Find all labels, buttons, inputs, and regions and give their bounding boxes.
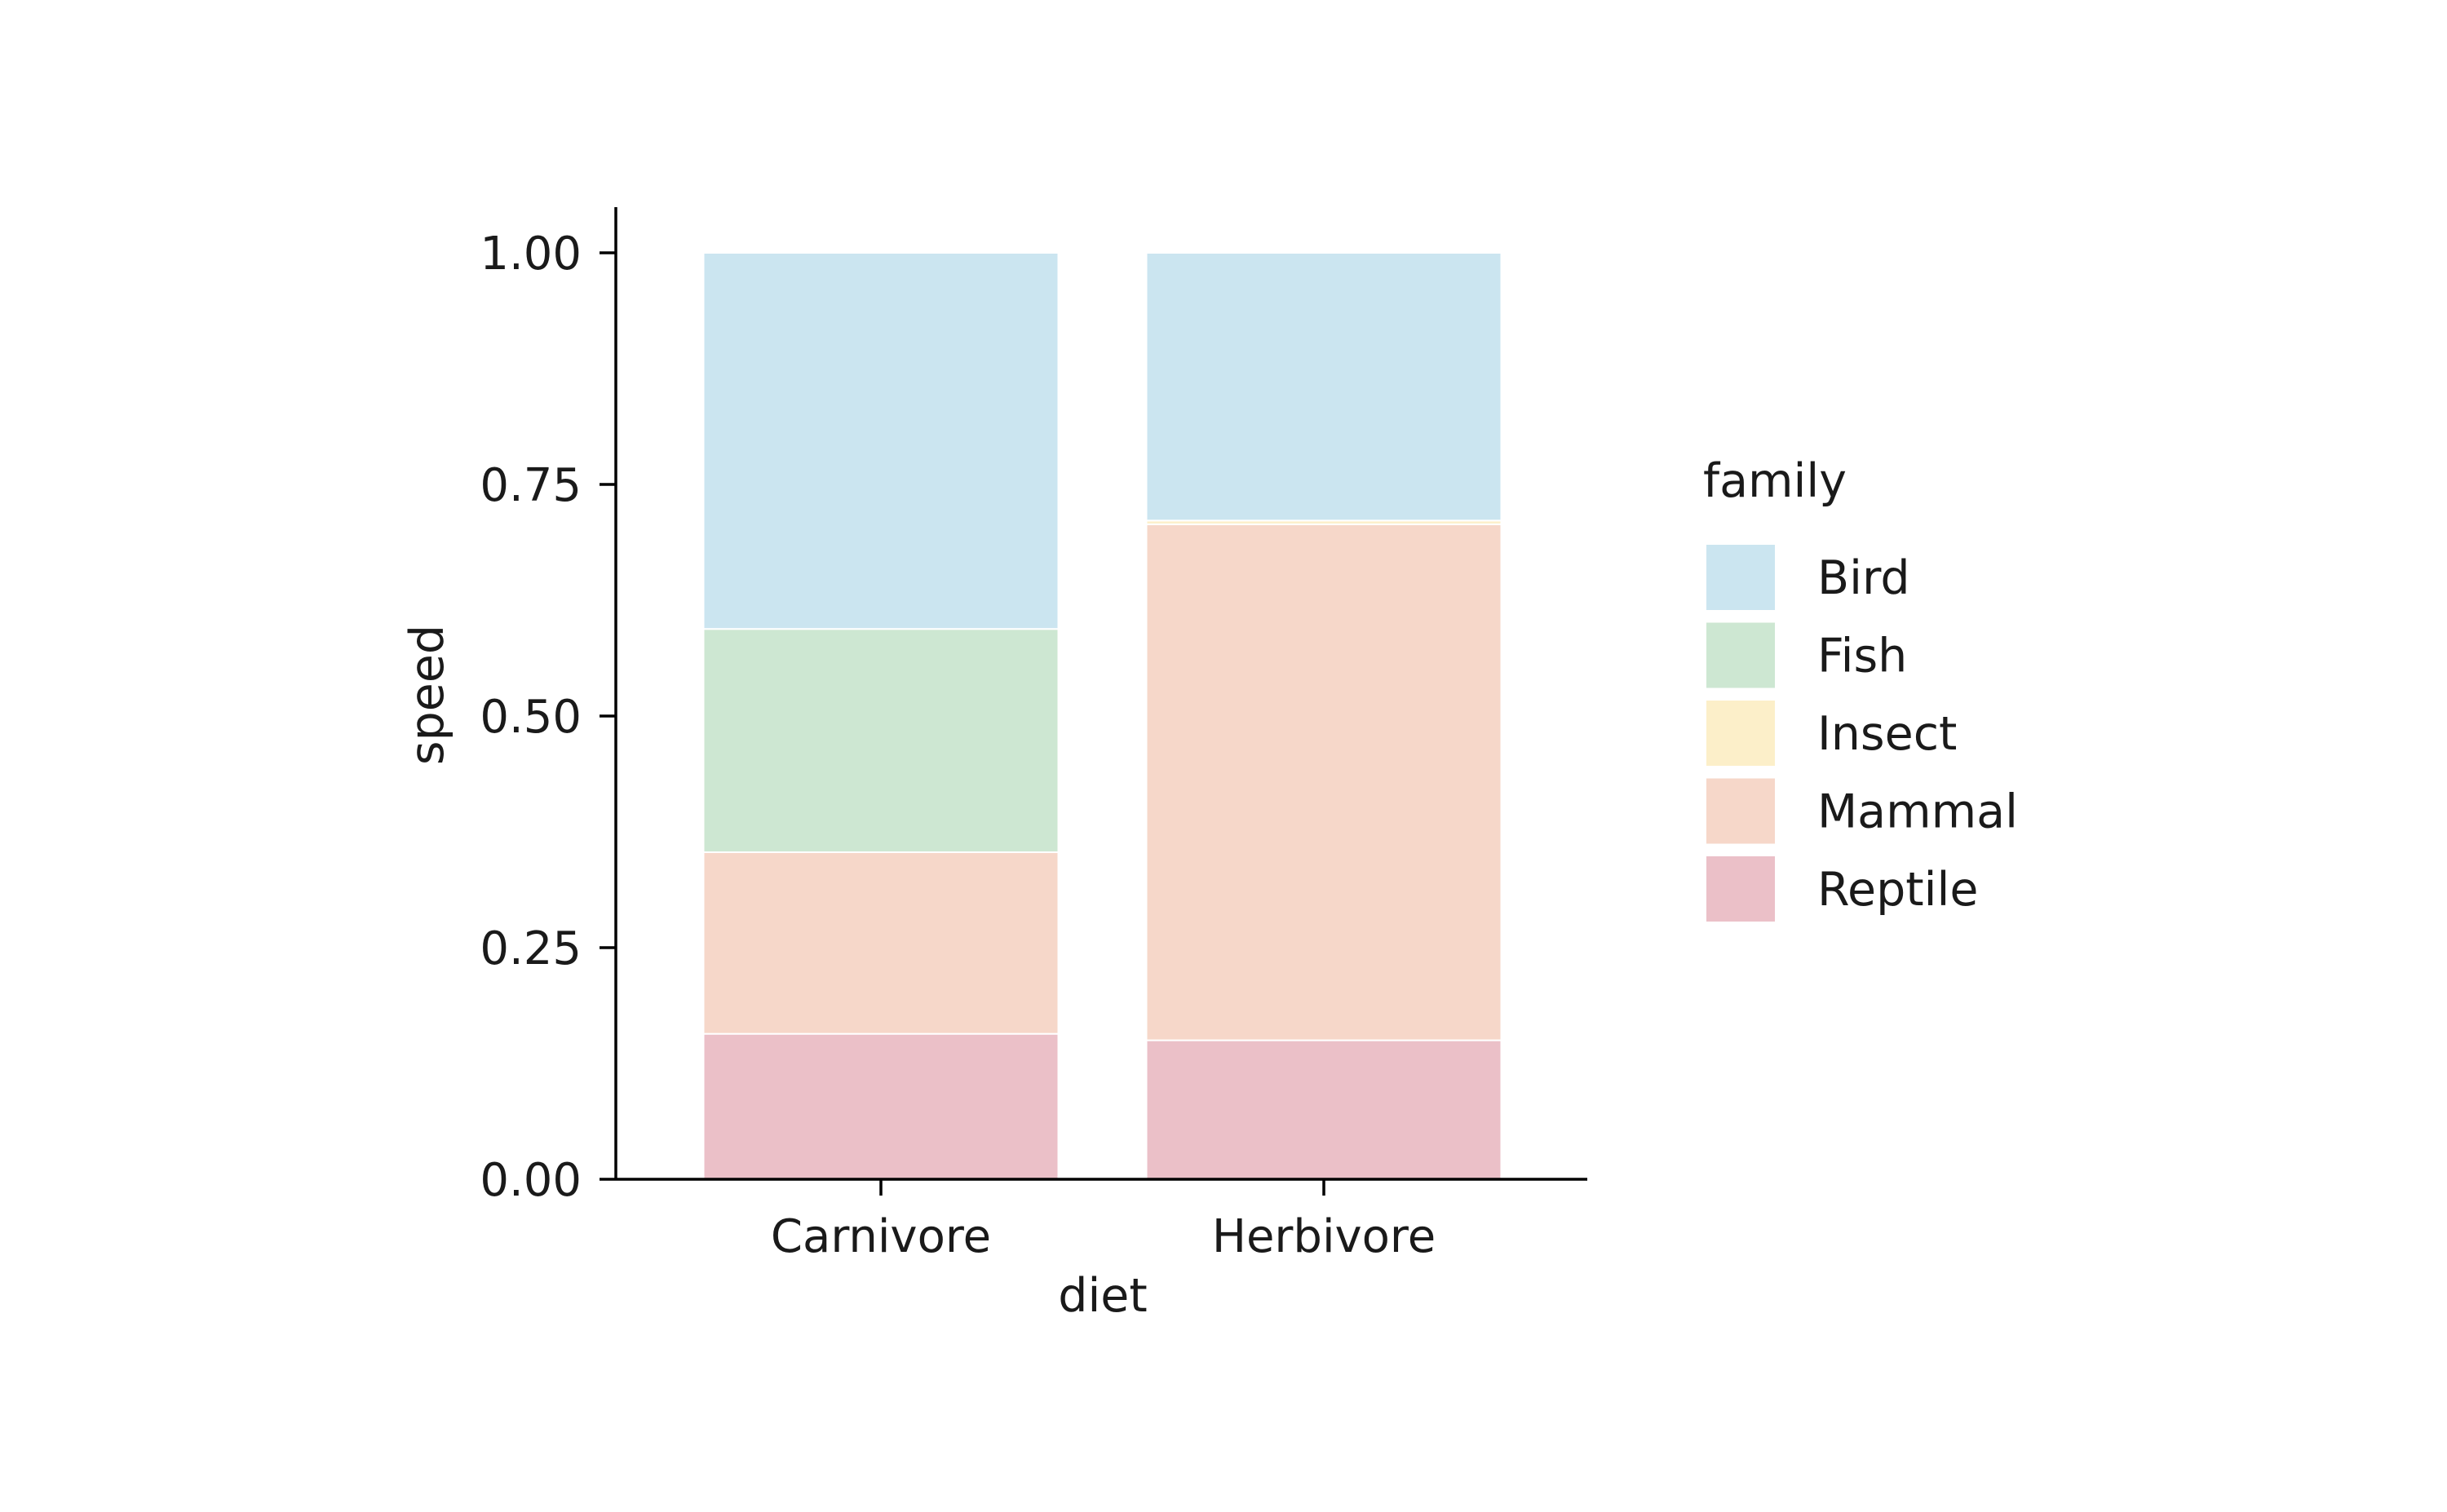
bar-segment-herbivore-bird: [1145, 252, 1502, 522]
y-tick-label: 0.00: [480, 1154, 582, 1207]
y-axis-label: speed: [400, 625, 454, 765]
legend: family Bird Fish Insect Mammal Reptile: [1703, 454, 2018, 922]
x-axis-label: diet: [1058, 1269, 1147, 1323]
y-tick-label: 1.00: [480, 228, 582, 281]
legend-label-insect: Insect: [1817, 707, 1957, 761]
legend-label-fish: Fish: [1817, 630, 1907, 683]
y-tick-label: 0.75: [480, 459, 582, 512]
legend-swatch-insect: [1706, 701, 1775, 766]
legend-swatch-reptile: [1706, 856, 1775, 922]
legend-label-mammal: Mammal: [1817, 785, 2018, 839]
legend-label-bird: Bird: [1817, 551, 1910, 605]
y-tick-label: 0.25: [480, 922, 582, 975]
bar-segment-carnivore-mammal: [702, 851, 1060, 1035]
y-tick-label: 0.50: [480, 691, 582, 744]
legend-swatch-bird: [1706, 545, 1775, 610]
axes-layer: 0.00 0.25 0.50 0.75 1.00 Carnivore Herbivore: [480, 207, 1587, 1263]
legend-swatch-fish: [1706, 622, 1775, 688]
bar-segment-herbivore-mammal: [1145, 523, 1502, 1041]
bars-layer: [702, 252, 1502, 1180]
legend-title: family: [1703, 454, 1847, 508]
x-tick-label: Herbivore: [1212, 1210, 1436, 1263]
x-tick-label: Carnivore: [771, 1210, 991, 1263]
bar-segment-herbivore-reptile: [1145, 1039, 1502, 1180]
bar-segment-carnivore-fish: [702, 628, 1060, 853]
bar-segment-carnivore-bird: [702, 252, 1060, 630]
legend-label-reptile: Reptile: [1817, 863, 1978, 917]
bar-segment-carnivore-reptile: [702, 1032, 1060, 1180]
legend-swatch-mammal: [1706, 778, 1775, 844]
